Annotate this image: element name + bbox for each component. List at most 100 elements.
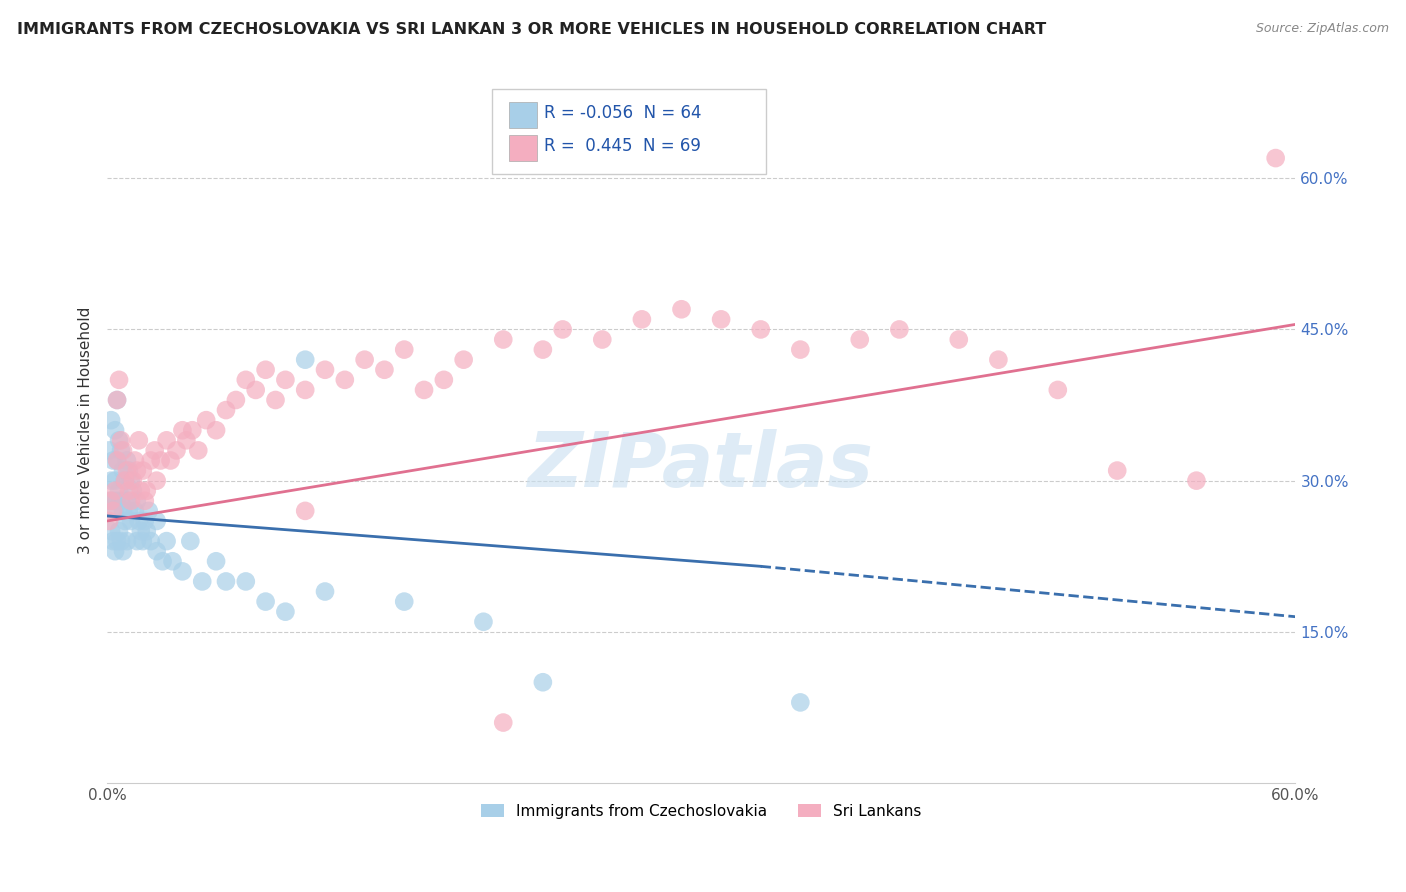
Point — [314, 363, 336, 377]
Point — [155, 434, 177, 448]
Point — [235, 574, 257, 589]
Point — [205, 554, 228, 568]
Point — [114, 474, 136, 488]
Point — [104, 474, 127, 488]
Point — [433, 373, 456, 387]
Point — [120, 514, 142, 528]
Point — [111, 544, 134, 558]
Point — [100, 474, 122, 488]
Point — [551, 322, 574, 336]
Point — [264, 392, 287, 407]
Point — [108, 434, 131, 448]
Point — [1264, 151, 1286, 165]
Point — [274, 373, 297, 387]
Point — [492, 333, 515, 347]
Point — [179, 534, 201, 549]
Point — [111, 464, 134, 478]
Point — [195, 413, 218, 427]
Point — [176, 434, 198, 448]
Point — [155, 534, 177, 549]
Point — [492, 715, 515, 730]
Point — [294, 383, 316, 397]
Point — [848, 333, 870, 347]
Point — [101, 453, 124, 467]
Point — [294, 504, 316, 518]
Point — [254, 594, 277, 608]
Point — [149, 453, 172, 467]
Point — [789, 343, 811, 357]
Point — [166, 443, 188, 458]
Point — [987, 352, 1010, 367]
Point — [235, 373, 257, 387]
Point — [889, 322, 911, 336]
Point — [353, 352, 375, 367]
Point — [110, 493, 132, 508]
Text: IMMIGRANTS FROM CZECHOSLOVAKIA VS SRI LANKAN 3 OR MORE VEHICLES IN HOUSEHOLD COR: IMMIGRANTS FROM CZECHOSLOVAKIA VS SRI LA… — [17, 22, 1046, 37]
Point — [139, 534, 162, 549]
Point — [122, 474, 145, 488]
Point — [749, 322, 772, 336]
Point — [105, 392, 128, 407]
Point — [110, 443, 132, 458]
Point — [124, 453, 146, 467]
Point — [111, 443, 134, 458]
Point — [110, 434, 132, 448]
Point — [114, 514, 136, 528]
Point — [118, 483, 141, 498]
Point — [104, 423, 127, 437]
Point — [145, 544, 167, 558]
Text: R = -0.056  N = 64: R = -0.056 N = 64 — [544, 104, 702, 122]
Point — [314, 584, 336, 599]
Point — [98, 493, 121, 508]
Point — [138, 504, 160, 518]
Point — [120, 493, 142, 508]
Point — [159, 453, 181, 467]
Point — [710, 312, 733, 326]
Point — [132, 464, 155, 478]
Point — [105, 392, 128, 407]
Point — [111, 504, 134, 518]
Point — [115, 534, 138, 549]
Point — [118, 504, 141, 518]
Point — [105, 534, 128, 549]
Point — [453, 352, 475, 367]
Point — [101, 493, 124, 508]
Point — [333, 373, 356, 387]
Point — [100, 524, 122, 538]
Point — [135, 483, 157, 498]
Point — [101, 504, 124, 518]
Point — [472, 615, 495, 629]
Point — [591, 333, 613, 347]
Point — [187, 443, 209, 458]
Point — [134, 514, 156, 528]
Point — [135, 524, 157, 538]
Point — [531, 675, 554, 690]
Point — [215, 574, 238, 589]
Point — [125, 534, 148, 549]
Point — [98, 514, 121, 528]
Point — [134, 493, 156, 508]
Point — [128, 434, 150, 448]
Point — [394, 594, 416, 608]
Point — [671, 302, 693, 317]
Point — [152, 554, 174, 568]
Point — [143, 443, 166, 458]
Point — [108, 483, 131, 498]
Point — [1185, 474, 1208, 488]
Point — [631, 312, 654, 326]
Point — [115, 464, 138, 478]
Point — [294, 352, 316, 367]
Point — [394, 343, 416, 357]
Point — [100, 413, 122, 427]
Y-axis label: 3 or more Vehicles in Household: 3 or more Vehicles in Household — [79, 307, 93, 554]
Point — [128, 514, 150, 528]
Point — [104, 483, 127, 498]
Point — [225, 392, 247, 407]
Point — [125, 493, 148, 508]
Point — [162, 554, 184, 568]
Point — [122, 483, 145, 498]
Text: R =  0.445  N = 69: R = 0.445 N = 69 — [544, 137, 702, 155]
Point — [1107, 464, 1129, 478]
Point — [124, 504, 146, 518]
Point — [139, 453, 162, 467]
